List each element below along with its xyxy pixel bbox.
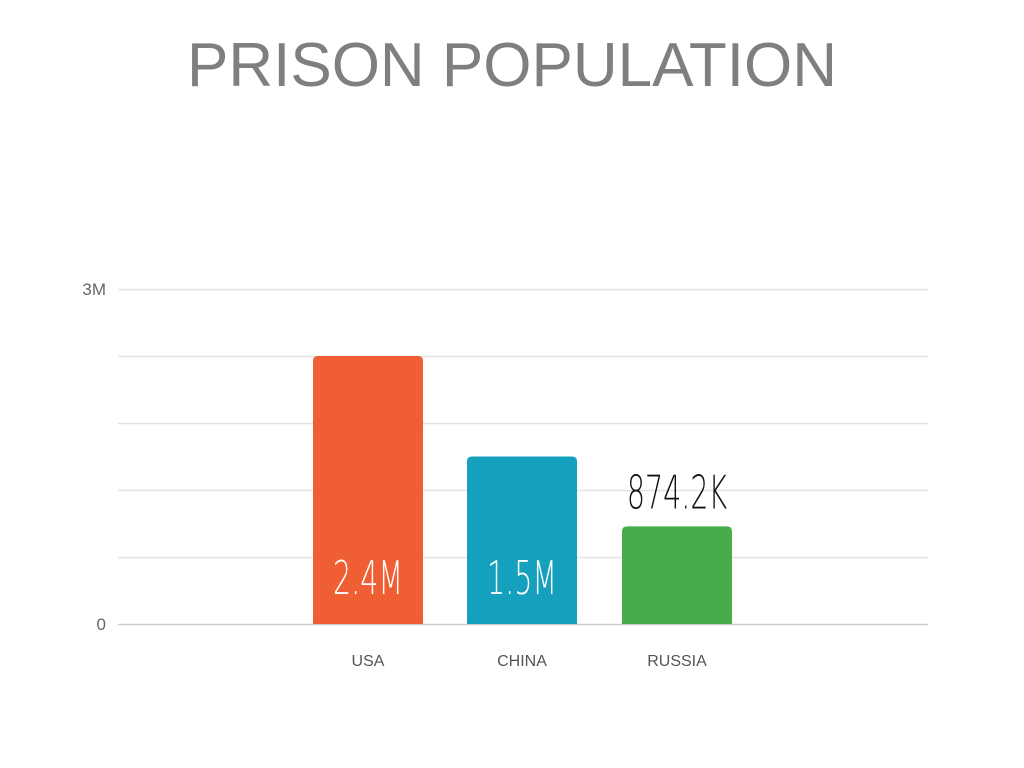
y-axis-ticks: 0 3M [82,280,106,634]
bars [313,356,732,624]
bar-usa [313,356,423,624]
y-tick-label: 0 [97,615,106,634]
bar-russia [622,526,732,624]
data-label-usa: 2.4M [333,552,403,606]
data-label-china: 1.5M [487,552,557,606]
y-tick-label: 3M [82,280,106,299]
data-label-russia: 874.2K [627,466,727,520]
x-axis-categories: USA CHINA RUSSIA [352,653,708,670]
category-label-china: CHINA [497,653,547,670]
category-label-usa: USA [352,653,385,670]
bar-china [467,456,577,624]
data-labels: 2.4M 1.5M 874.2K [333,466,727,606]
category-label-russia: RUSSIA [647,653,707,670]
chart-title: PRISON POPULATION [187,31,837,100]
